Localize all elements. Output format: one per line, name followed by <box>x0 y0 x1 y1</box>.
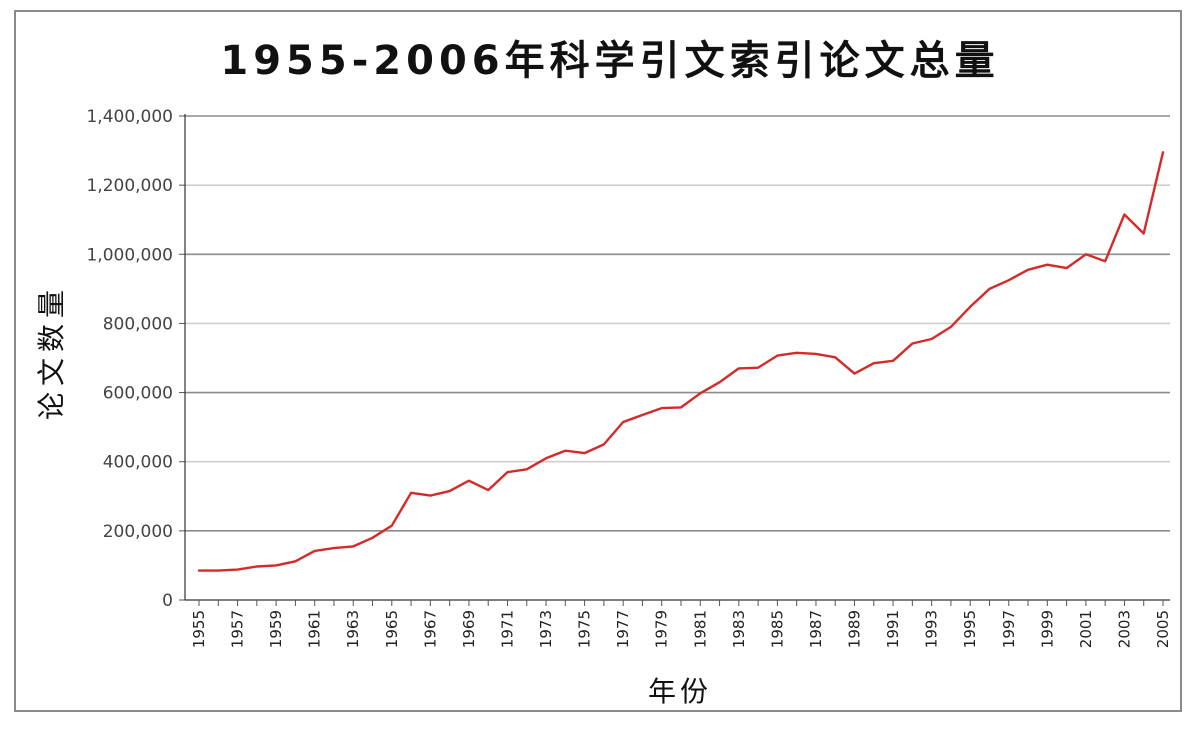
x-tick-label: 1965 <box>383 610 401 648</box>
y-tick-label: 1,200,000 <box>86 176 173 196</box>
y-tick-label: 600,000 <box>103 384 173 404</box>
x-tick-label: 1973 <box>537 610 555 648</box>
x-tick-labels: 1955 1957 1959 1961 1963 1965 1967 1969 1971 1973… <box>190 610 1172 648</box>
x-tick-label: 1997 <box>1000 610 1018 648</box>
series-layer <box>197 151 1165 572</box>
x-tick-label: 2003 <box>1115 610 1133 648</box>
x-tick-label: 1977 <box>614 610 632 648</box>
x-axis-label: 年份 <box>647 675 713 708</box>
x-tick-label: 1995 <box>961 610 979 648</box>
x-tick-label: 1975 <box>576 610 594 648</box>
x-tick-label: 2001 <box>1077 610 1095 648</box>
x-tick-label: 1979 <box>653 610 671 648</box>
y-tick-label: 800,000 <box>103 314 173 334</box>
x-tick-label: 1971 <box>498 610 516 648</box>
x-tick-label: 1957 <box>229 610 247 648</box>
x-tick-label: 1999 <box>1038 610 1056 648</box>
x-tick-label: 1959 <box>267 610 285 648</box>
x-tick-label: 2005 <box>1154 610 1172 648</box>
y-tick-label: 1,400,000 <box>86 107 173 127</box>
x-tick-label: 1963 <box>344 610 362 648</box>
y-tick-label: 400,000 <box>103 453 173 473</box>
x-tick-label: 1967 <box>421 610 439 648</box>
x-tick-label: 1983 <box>730 610 748 648</box>
x-tick-label: 1987 <box>807 610 825 648</box>
chart-frame <box>14 10 1182 712</box>
x-tick-label: 1981 <box>691 610 709 648</box>
y-tick-label: 0 <box>162 591 173 611</box>
x-tick-label: 1985 <box>768 610 786 648</box>
axes <box>179 114 1170 606</box>
x-tick-label: 1993 <box>923 610 941 648</box>
chart-title: 1955-2006年科学引文索引论文总量 <box>220 38 1000 84</box>
x-tick-label: 1991 <box>884 610 902 648</box>
x-tick-label: 1969 <box>460 610 478 648</box>
x-tick-label: 1955 <box>190 610 208 648</box>
x-tick-label: 1989 <box>846 610 864 648</box>
y-tick-labels: 0 200,000 400,000 600,000 800,000 1,000,000 1,… <box>86 107 173 611</box>
gridlines <box>185 115 1170 532</box>
y-tick-label: 200,000 <box>103 522 173 542</box>
x-tick-label: 1961 <box>306 610 324 648</box>
y-tick-label: 1,000,000 <box>86 245 173 265</box>
series-line <box>197 151 1165 572</box>
